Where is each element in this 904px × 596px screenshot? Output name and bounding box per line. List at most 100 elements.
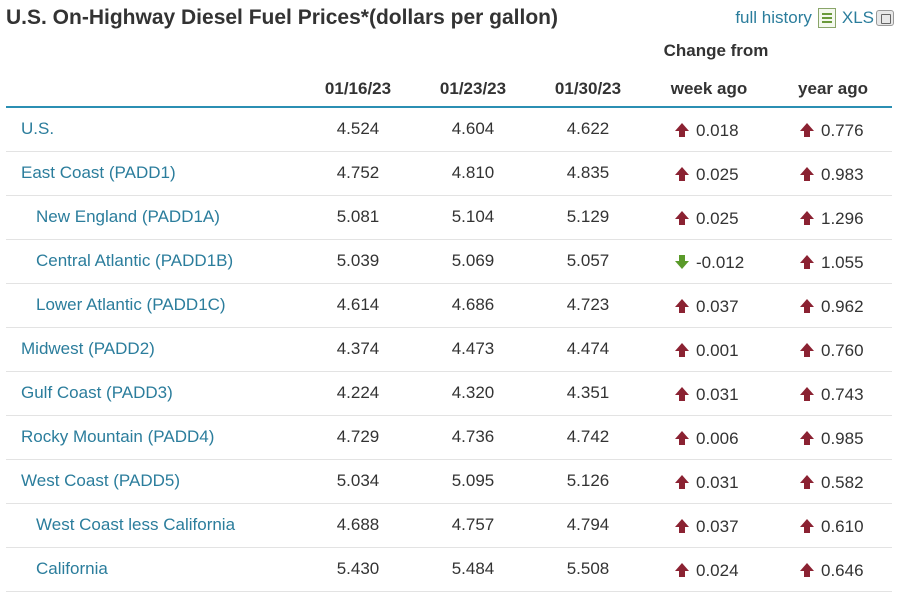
region-link[interactable]: East Coast (PADD1) <box>21 163 176 182</box>
arrow-up-icon <box>799 474 815 490</box>
week-change: 0.037 <box>674 517 739 537</box>
region-link[interactable]: New England (PADD1A) <box>36 207 220 226</box>
price-value: 4.474 <box>566 339 610 358</box>
arrow-down-icon <box>674 254 690 270</box>
price-value: 5.081 <box>336 207 380 226</box>
region-link[interactable]: West Coast less California <box>36 515 236 534</box>
price-value: 5.508 <box>566 559 610 578</box>
col-date-2: 01/23/23 <box>439 79 507 98</box>
region-link[interactable]: Rocky Mountain (PADD4) <box>21 427 215 446</box>
week-change: 0.031 <box>674 385 739 405</box>
week-change: 0.001 <box>674 341 739 361</box>
region-link[interactable]: Gulf Coast (PADD3) <box>21 383 173 402</box>
region-link[interactable]: Lower Atlantic (PADD1C) <box>36 295 226 314</box>
price-value: 4.351 <box>566 383 610 402</box>
col-date-3: 01/30/23 <box>554 79 622 98</box>
price-value: 4.723 <box>566 295 610 314</box>
price-value: 4.688 <box>336 515 380 534</box>
price-value: 4.729 <box>336 427 380 446</box>
price-value: 4.374 <box>336 339 380 358</box>
full-history-link[interactable]: full history <box>735 8 812 27</box>
table-row: West Coast (PADD5) 5.034 5.095 5.126 0.031 0.… <box>6 460 892 504</box>
week-change-value: 0.037 <box>696 297 739 316</box>
year-change-value: 1.055 <box>821 253 864 272</box>
price-value: 4.473 <box>451 339 495 358</box>
col-week-ago: week ago <box>670 79 748 98</box>
arrow-up-icon <box>674 430 690 446</box>
table-row: New England (PADD1A) 5.081 5.104 5.129 0.025… <box>6 196 892 240</box>
row-divider <box>6 195 892 196</box>
year-change-value: 0.582 <box>821 473 864 492</box>
year-change: 0.743 <box>799 385 864 405</box>
arrow-up-icon <box>674 342 690 358</box>
arrow-up-icon <box>674 122 690 138</box>
week-change-value: 0.001 <box>696 341 739 360</box>
week-change: -0.012 <box>674 253 744 273</box>
row-divider <box>6 327 892 328</box>
arrow-up-icon <box>799 122 815 138</box>
year-change: 0.776 <box>799 121 864 141</box>
price-value: 4.524 <box>336 119 380 138</box>
table-row: California 5.430 5.484 5.508 0.024 0.646 <box>6 548 892 592</box>
week-change-value: 0.025 <box>696 209 739 228</box>
week-change-value: 0.031 <box>696 473 739 492</box>
week-change: 0.037 <box>674 297 739 317</box>
row-divider <box>6 371 892 372</box>
arrow-up-icon <box>674 386 690 402</box>
week-change: 0.025 <box>674 165 739 185</box>
week-change-value: 0.025 <box>696 165 739 184</box>
arrow-up-icon <box>674 518 690 534</box>
arrow-up-icon <box>674 298 690 314</box>
region-link[interactable]: California <box>36 559 108 578</box>
week-change-value: -0.012 <box>696 253 745 272</box>
price-value: 5.039 <box>336 251 380 270</box>
price-value: 4.320 <box>451 383 495 402</box>
col-date-1: 01/16/23 <box>324 79 392 98</box>
arrow-up-icon <box>799 210 815 226</box>
year-change-value: 0.985 <box>821 429 864 448</box>
page-title: U.S. On-Highway Diesel Fuel Prices*(doll… <box>6 6 558 29</box>
price-value: 5.095 <box>451 471 495 490</box>
col-year-ago: year ago <box>798 79 868 98</box>
year-change: 0.760 <box>799 341 864 361</box>
price-value: 4.835 <box>566 163 610 182</box>
price-value: 4.742 <box>566 427 610 446</box>
year-change: 1.055 <box>799 253 864 273</box>
week-change: 0.031 <box>674 473 739 493</box>
spreadsheet-icon[interactable] <box>817 8 836 28</box>
year-change-value: 0.610 <box>821 517 864 536</box>
region-link[interactable]: West Coast (PADD5) <box>21 471 181 490</box>
price-value: 5.126 <box>566 471 610 490</box>
region-link[interactable]: Central Atlantic (PADD1B) <box>36 251 234 270</box>
row-divider <box>6 151 892 152</box>
arrow-up-icon <box>674 474 690 490</box>
price-value: 4.622 <box>566 119 610 138</box>
year-change-value: 0.962 <box>821 297 864 316</box>
year-change-value: 0.760 <box>821 341 864 360</box>
table-row: U.S. 4.524 4.604 4.622 0.018 0.776 <box>6 108 892 152</box>
week-change-value: 0.006 <box>696 429 739 448</box>
arrow-up-icon <box>799 430 815 446</box>
region-link[interactable]: U.S. <box>21 119 55 138</box>
row-divider <box>6 547 892 548</box>
arrow-up-icon <box>799 562 815 578</box>
year-change: 0.962 <box>799 297 864 317</box>
week-change: 0.006 <box>674 429 739 449</box>
xls-link[interactable]: XLS <box>841 8 874 27</box>
region-link[interactable]: Midwest (PADD2) <box>21 339 155 358</box>
row-divider <box>6 503 892 504</box>
table-row: Midwest (PADD2) 4.374 4.473 4.474 0.001 0.760 <box>6 328 892 372</box>
download-icon[interactable] <box>876 10 894 26</box>
change-from-heading: Change from <box>663 41 769 60</box>
arrow-up-icon <box>799 386 815 402</box>
arrow-up-icon <box>674 562 690 578</box>
arrow-up-icon <box>674 210 690 226</box>
row-divider <box>6 239 892 240</box>
table-row: East Coast (PADD1) 4.752 4.810 4.835 0.025 0.… <box>6 152 892 196</box>
year-change-value: 1.296 <box>821 209 864 228</box>
week-change-value: 0.018 <box>696 121 739 140</box>
price-value: 4.686 <box>451 295 495 314</box>
row-divider <box>6 283 892 284</box>
header-rule <box>6 106 892 108</box>
price-value: 4.614 <box>336 295 380 314</box>
